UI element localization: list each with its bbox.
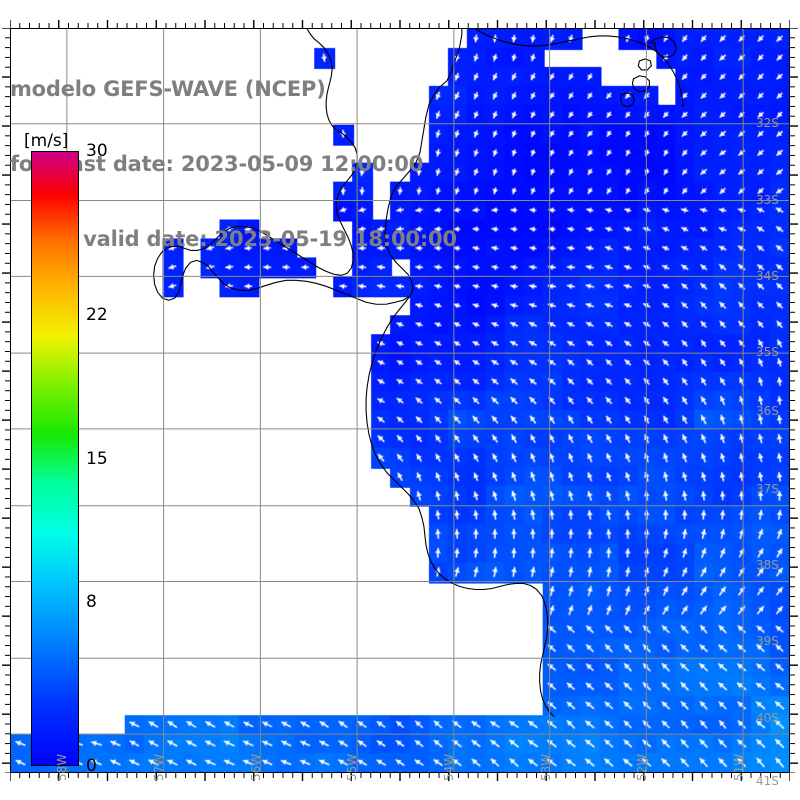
right-tick-ruler [789,28,798,773]
map-plot-area [10,28,790,773]
wind-speed-heatmap [11,29,789,772]
bottom-tick-ruler [10,772,790,781]
colorbar-tick-8: 8 [86,592,97,612]
colorbar-gradient [31,151,79,766]
colorbar-tick-15: 15 [86,448,108,469]
colorbar-units-label: [m/s] [24,131,69,151]
colorbar [31,151,79,766]
colorbar-tick-30: 30 [86,141,108,161]
colorbar-tick-0: 0 [86,756,97,776]
colorbar-tick-22: 22 [86,305,108,325]
latitude-label-41S: 41S [756,774,779,788]
